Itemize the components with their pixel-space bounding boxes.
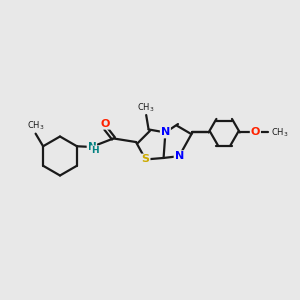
Text: H: H [91,146,99,155]
Text: O: O [100,119,110,129]
Text: CH$_3$: CH$_3$ [271,126,289,139]
Text: O: O [251,128,260,137]
Text: CH$_3$: CH$_3$ [27,120,44,132]
Text: N: N [88,142,96,152]
Text: N: N [175,151,184,161]
Text: S: S [142,154,150,164]
Text: CH$_3$: CH$_3$ [137,101,155,113]
Text: N: N [161,128,170,137]
